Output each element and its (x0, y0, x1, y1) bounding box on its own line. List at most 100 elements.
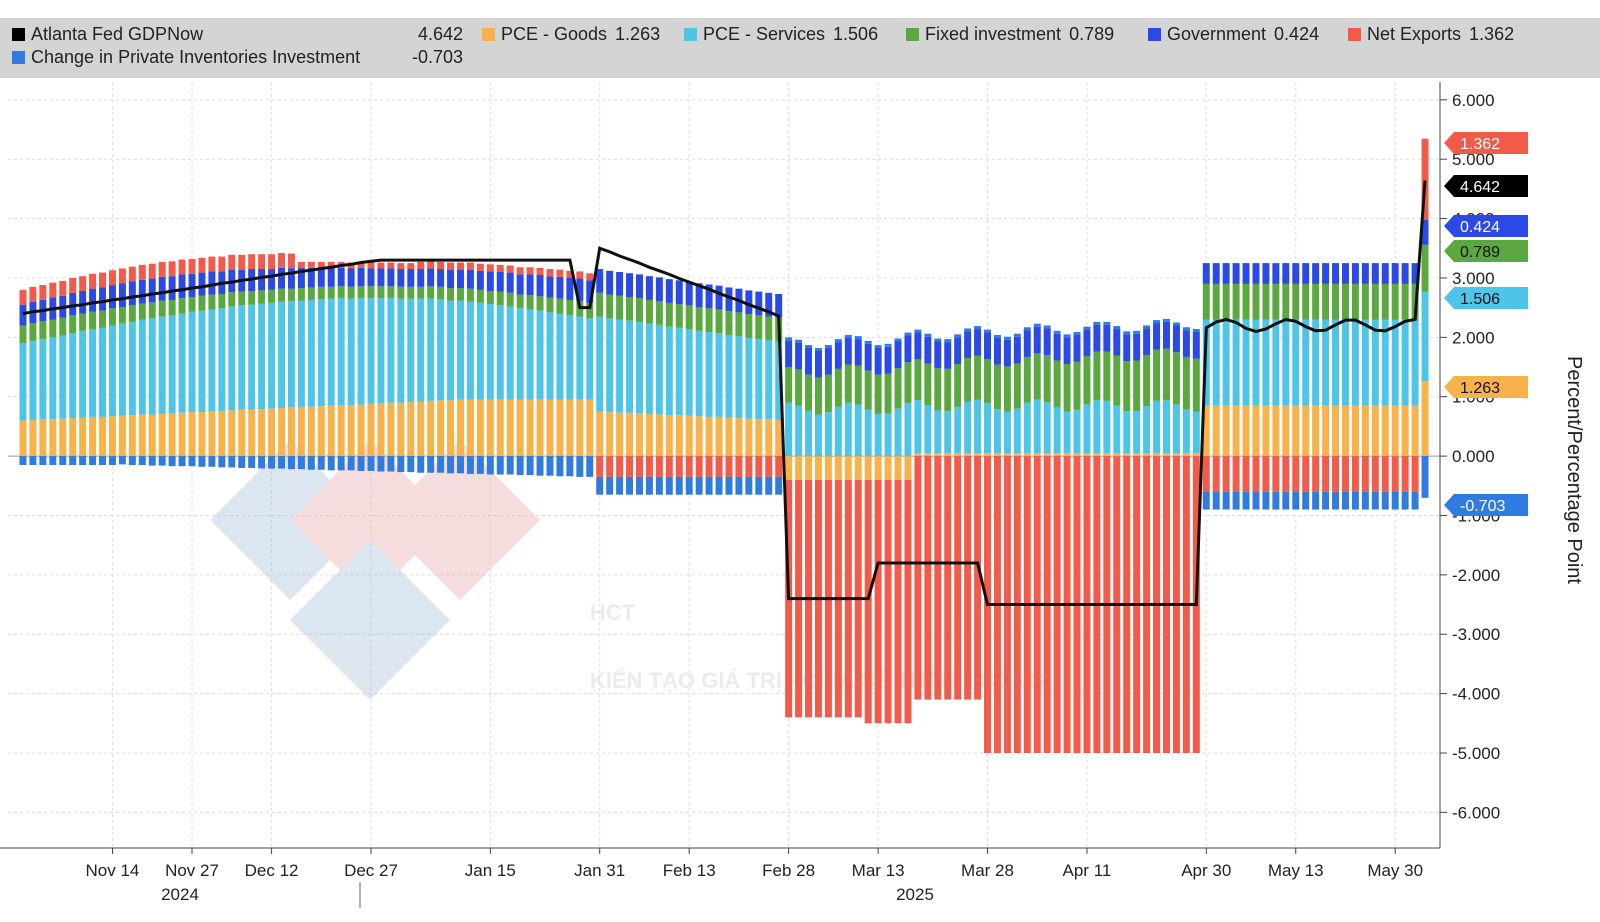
bar-segment (1361, 491, 1369, 510)
bar-segment (755, 291, 763, 316)
bar-segment (118, 323, 126, 416)
bar-segment (1143, 328, 1151, 356)
bar-segment (19, 289, 27, 305)
bar-segment (1163, 453, 1170, 457)
bar-segment (725, 417, 733, 457)
bar-segment (616, 412, 624, 457)
bar-segment (655, 414, 663, 457)
bar-segment (814, 377, 822, 415)
bar-segment (108, 456, 116, 465)
bar-segment (665, 326, 673, 416)
bar-segment (974, 329, 982, 356)
bar-segment (1113, 453, 1121, 457)
bar-segment (884, 479, 892, 724)
bar-segment (1192, 358, 1200, 412)
bar-segment (984, 332, 991, 360)
line-layer (22, 180, 1427, 606)
bar-segment (824, 456, 832, 480)
bar-segment (1262, 283, 1270, 320)
bar-segment (814, 348, 822, 351)
bar-segment (248, 254, 256, 270)
bar-segment (1083, 453, 1091, 457)
bar-segment (1222, 456, 1230, 492)
bar-segment (327, 286, 335, 299)
bar-segment (1381, 405, 1389, 457)
bar-segment (437, 286, 445, 300)
bar-segment (208, 309, 216, 412)
bar-segment (606, 294, 614, 319)
bar-segment (1033, 326, 1041, 354)
bar-segment (914, 453, 922, 457)
bar-segment (1182, 453, 1190, 457)
bar-segment (407, 402, 415, 457)
bar-segment (1023, 327, 1031, 331)
bar-segment (675, 327, 683, 416)
tags-layer: 1.362 4.642 0.424 0.789 1.506 1.263 -0.703 (1444, 132, 1528, 516)
bar-segment (824, 348, 832, 375)
bar-segment (1332, 283, 1340, 320)
bar-segment (556, 298, 564, 314)
bar-segment (1003, 336, 1011, 340)
bar-segment (914, 329, 922, 333)
bar-segment (616, 295, 624, 320)
legend-value-pce-services: 1.506 (833, 24, 879, 44)
bar-segment (69, 292, 77, 316)
bar-segment (1312, 405, 1320, 457)
value-tag-label: 1.263 (1460, 380, 1500, 397)
bar-segment (635, 298, 643, 322)
bar-segment (1401, 319, 1409, 406)
bar-segment (1133, 410, 1141, 454)
bar-segment (496, 399, 504, 457)
bar-segment (556, 276, 564, 299)
bar-segment (397, 298, 405, 403)
bar-segment (934, 453, 942, 457)
bar-segment (1043, 325, 1051, 329)
bar-segment (576, 399, 584, 457)
bar-segment (944, 339, 952, 343)
bar-segment (427, 268, 435, 287)
bar-segment (1312, 283, 1320, 320)
bar-segment (387, 298, 395, 403)
y-tick-label: 5.000 (1452, 150, 1495, 169)
bar-segment (606, 270, 614, 295)
bar-segment (457, 399, 464, 457)
bar-segment (1063, 453, 1071, 457)
bar-segment (735, 336, 743, 419)
bar-segment (1341, 491, 1349, 510)
bar-segment (248, 304, 256, 410)
bar-segment (785, 402, 793, 457)
bar-segment (486, 264, 494, 272)
bar-segment (616, 272, 624, 296)
bar-segment (556, 313, 564, 400)
bar-segment (397, 286, 405, 299)
bar-segment (1282, 456, 1290, 492)
bar-segment (1212, 456, 1220, 492)
bar-segment (974, 453, 982, 457)
bar-segment (1361, 263, 1369, 284)
bar-segment (894, 408, 902, 457)
bar-segment (108, 308, 116, 326)
bar-segment (566, 277, 574, 300)
bar-segment (655, 301, 663, 325)
bar-segment (685, 415, 693, 457)
bar-segment (1033, 453, 1041, 457)
bar-segment (347, 298, 355, 406)
bar-segment (934, 341, 942, 369)
bar-segment (785, 340, 793, 368)
bar-segment (1312, 263, 1320, 284)
bar-segment (984, 403, 991, 454)
bar-segment (1232, 319, 1240, 406)
bar-segment (993, 337, 1001, 365)
bar-segment (675, 456, 683, 477)
bar-segment (1302, 283, 1310, 320)
bar-segment (685, 281, 693, 306)
bar-segment (387, 286, 395, 299)
bar-segment (596, 316, 604, 412)
bar-segment (89, 456, 97, 465)
bar-segment (128, 266, 136, 282)
legend-label-gdpnow: Atlanta Fed GDPNow (31, 24, 204, 44)
bar-segment (655, 277, 663, 302)
bar-segment (1013, 336, 1021, 364)
bar-segment (367, 403, 375, 457)
bar-segment (904, 335, 912, 363)
